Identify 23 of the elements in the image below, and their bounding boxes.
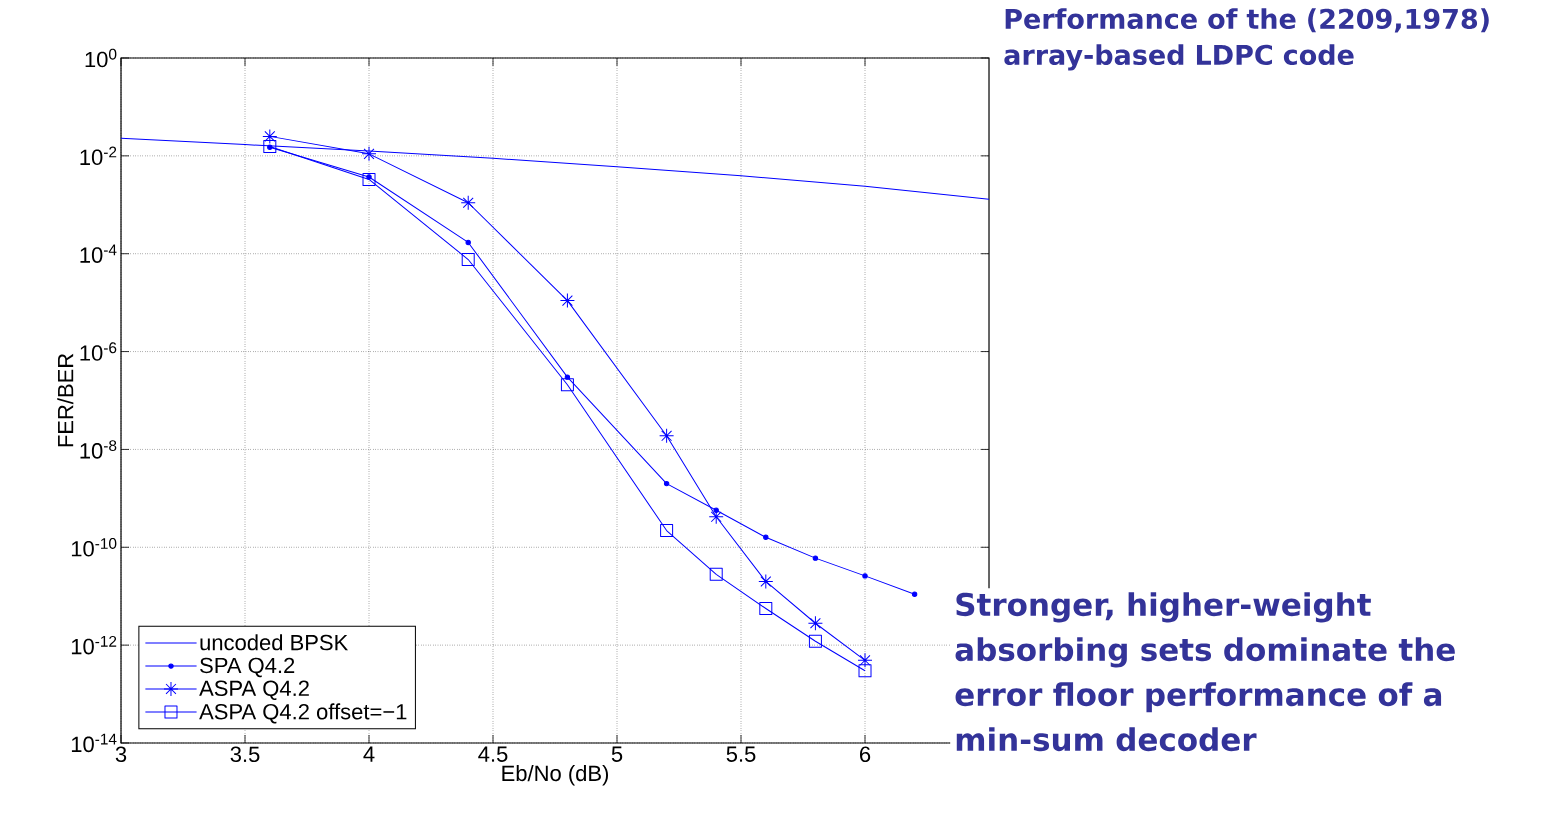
legend-label: ASPA Q4.2 offset=−1: [199, 703, 407, 724]
y-tick-label: 10$^{-12}$: [71, 635, 117, 655]
y-tick-label: 10$^{-10}$: [71, 538, 117, 557]
y-tick-label: 10$^{-14}$: [71, 733, 117, 753]
x-tick-label: 5: [611, 746, 623, 762]
x-tick-label: 5.5: [726, 746, 756, 762]
y-axis-title: FER/BER: [57, 353, 74, 447]
x-tick-label: 4: [363, 746, 375, 762]
x-tick-label: 6: [860, 746, 871, 763]
legend-label: SPA Q4.2: [200, 657, 295, 678]
x-tick-label: 3.5: [230, 746, 260, 763]
x-tick-label: 3: [115, 746, 127, 763]
y-tick-label: 10$^{-6}$: [80, 342, 117, 361]
legend-label: ASPA Q4.2: [199, 680, 309, 701]
y-tick-label: 10$^{0}$: [85, 48, 117, 68]
x-axis-title: Eb/No (dB): [502, 764, 609, 786]
y-tick-label: 10$^{-4}$: [80, 244, 117, 263]
text: Performance of the (2209,1978) array-based LDPC code: [1004, 8, 1489, 71]
y-tick-label: 10$^{-2}$: [80, 146, 117, 166]
x-tick-label: 4.5: [478, 746, 508, 762]
legend-label: uncoded BPSK: [200, 634, 349, 651]
y-tick-label: 10$^{-8}$: [80, 440, 117, 459]
annotation: Stronger, higher-weight absorbing sets dominate the error floor performance of a min-sum decoder: [955, 592, 1455, 752]
